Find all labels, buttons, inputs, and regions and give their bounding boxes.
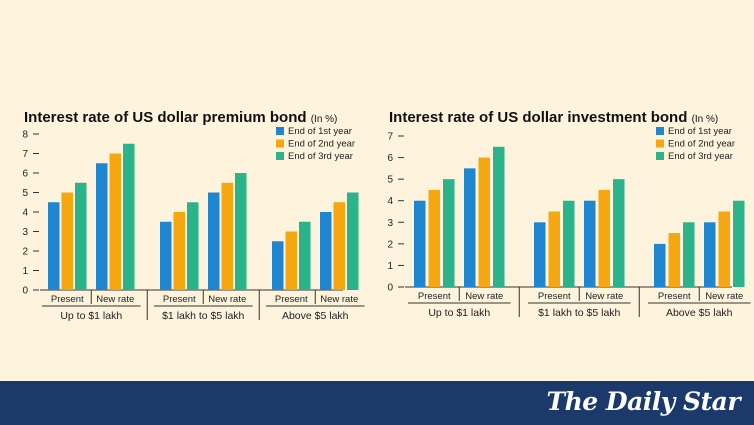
category-label: Present — [275, 294, 308, 305]
bar — [414, 200, 426, 287]
y-tick-label: 3 — [387, 218, 393, 229]
bar — [704, 222, 716, 287]
legend-swatch — [276, 152, 284, 160]
category-label: Present — [418, 291, 451, 302]
bar — [299, 221, 311, 290]
bar — [187, 202, 199, 290]
y-tick-label: 7 — [22, 149, 28, 160]
y-tick-label: 4 — [387, 196, 393, 207]
legend-swatch — [276, 139, 284, 148]
chart-unit-label: (In %) — [692, 114, 719, 125]
legend-swatch — [656, 127, 664, 135]
category-label: New rate — [585, 291, 623, 302]
bar — [493, 146, 505, 287]
y-tick-label: 0 — [22, 286, 28, 297]
category-label: New rate — [705, 291, 743, 302]
y-tick-label: 8 — [22, 130, 28, 141]
bar — [221, 182, 233, 290]
category-label: New rate — [96, 294, 134, 305]
y-tick-label: 6 — [387, 153, 393, 164]
bar — [464, 168, 476, 287]
category-label: Present — [163, 294, 196, 305]
bar — [563, 200, 575, 287]
bar — [208, 192, 220, 290]
investment-bond-chart: Interest rate of US dollar investment bo… — [387, 109, 751, 319]
bar — [443, 179, 455, 287]
y-tick-label: 2 — [387, 239, 393, 250]
legend-label: End of 3rd year — [668, 151, 733, 162]
bar — [733, 200, 745, 287]
bar — [534, 222, 546, 287]
bar — [613, 179, 625, 287]
y-tick-label: 6 — [22, 169, 28, 180]
legend-label: End of 1st year — [668, 126, 732, 137]
bar — [584, 200, 596, 287]
bar — [668, 233, 680, 287]
footer-bar: The Daily Star — [0, 381, 754, 425]
premium-bond-chart: Interest rate of US dollar premium bond … — [22, 109, 365, 322]
category-label: New rate — [320, 294, 358, 305]
brand-logo: The Daily Star — [546, 387, 741, 416]
bar — [285, 231, 297, 290]
category-label: New rate — [208, 294, 246, 305]
bar — [478, 157, 490, 287]
bar — [96, 163, 108, 290]
chart-title: Interest rate of US dollar premium bond … — [24, 109, 337, 126]
legend-label: End of 3rd year — [288, 151, 353, 162]
y-tick-label: 5 — [22, 188, 28, 199]
legend-label: End of 2nd year — [668, 139, 735, 150]
legend-swatch — [656, 139, 664, 148]
group-label: Above $5 lakh — [666, 307, 733, 319]
bar — [235, 173, 247, 290]
y-tick-label: 1 — [22, 266, 28, 277]
y-tick-label: 5 — [387, 175, 393, 186]
bar — [333, 202, 345, 290]
legend-label: End of 1st year — [288, 126, 352, 137]
y-tick-label: 0 — [387, 283, 393, 294]
legend-swatch — [656, 152, 664, 160]
y-tick-label: 4 — [22, 208, 28, 219]
group-label: Up to $1 lakh — [428, 307, 490, 319]
bar — [320, 212, 332, 290]
category-label: New rate — [465, 291, 503, 302]
legend-swatch — [276, 127, 284, 135]
category-label: Present — [538, 291, 571, 302]
group-label: Above $5 lakh — [282, 310, 349, 322]
bar — [272, 241, 284, 290]
bar — [548, 211, 560, 287]
bar — [683, 222, 695, 287]
legend-label: End of 2nd year — [288, 139, 355, 150]
bar — [75, 182, 87, 290]
category-label: Present — [51, 294, 84, 305]
y-tick-label: 3 — [22, 227, 28, 238]
bar — [654, 243, 666, 287]
y-tick-label: 1 — [387, 261, 393, 272]
group-label: $1 lakh to $5 lakh — [162, 310, 244, 322]
bar — [123, 143, 135, 290]
chart-title: Interest rate of US dollar investment bo… — [389, 109, 718, 126]
y-tick-label: 7 — [387, 132, 393, 143]
category-label: Present — [658, 291, 691, 302]
group-label: $1 lakh to $5 lakh — [538, 307, 620, 319]
bar — [718, 211, 730, 287]
bar — [347, 192, 359, 290]
bar — [598, 189, 610, 287]
bar — [48, 202, 60, 290]
bar — [61, 192, 73, 290]
y-tick-label: 2 — [22, 247, 28, 258]
bar — [173, 212, 185, 290]
bar — [428, 189, 440, 287]
group-label: Up to $1 lakh — [60, 310, 122, 322]
chart-unit-label: (In %) — [311, 114, 338, 125]
bar — [109, 153, 121, 290]
bar — [160, 221, 172, 290]
